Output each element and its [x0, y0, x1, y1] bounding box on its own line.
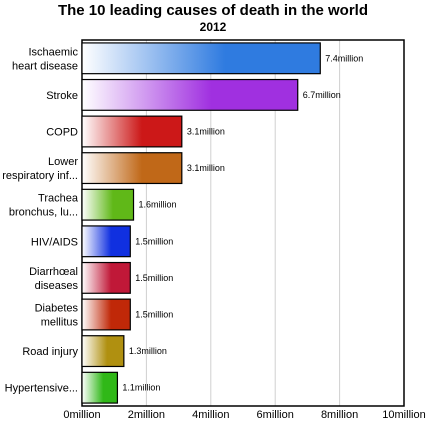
- bar-7: [81, 298, 131, 331]
- x-tick-label-2: 4million: [192, 409, 229, 421]
- chart-title: The 10 leading causes of death in the wo…: [57, 2, 369, 19]
- category-label-8-0: Road injury: [22, 346, 78, 358]
- category-labels: Ischaemic heart disease Stroke COPD Lower res…: [2, 46, 79, 394]
- value-label-9: 1.1million: [122, 383, 160, 393]
- bar-6: [81, 261, 131, 294]
- category-label-3-0: Lower: [48, 156, 78, 168]
- bar-2: [81, 115, 183, 148]
- bar-9: [81, 371, 119, 404]
- x-tick-label-5: 10million: [382, 409, 425, 421]
- category-label-5-0: HIV/AIDS: [31, 236, 78, 248]
- plot-area: [81, 39, 405, 407]
- x-tick-labels: 0million 2million 4million 6million 8million…: [63, 409, 425, 421]
- value-label-6: 1.5million: [135, 273, 173, 283]
- category-label-6-1: diseases: [35, 280, 79, 292]
- value-label-0: 7.4million: [325, 53, 363, 63]
- value-label-4: 1.6million: [139, 200, 177, 210]
- category-label-0-0: Ischaemic: [28, 46, 78, 58]
- value-label-5: 1.5million: [135, 236, 173, 246]
- chart-subtitle: 2012: [199, 20, 227, 34]
- bar-0: [81, 42, 321, 75]
- bar-5: [81, 225, 131, 258]
- category-label-6-0: Diarrhœal: [29, 266, 78, 278]
- category-label-2-0: COPD: [46, 127, 78, 139]
- x-tick-label-0: 0million: [63, 409, 100, 421]
- category-label-9-0: Hypertensive...: [5, 383, 78, 395]
- value-label-7: 1.5million: [135, 310, 173, 320]
- category-label-0-1: heart disease: [12, 60, 78, 72]
- bars: [81, 42, 321, 404]
- bar-3: [81, 152, 183, 185]
- value-label-3: 3.1million: [187, 163, 225, 173]
- bar-4: [81, 188, 135, 221]
- bar-8: [81, 335, 125, 368]
- value-label-8: 1.3million: [129, 346, 167, 356]
- bar-1: [81, 78, 299, 111]
- category-label-7-1: mellitus: [41, 317, 79, 329]
- category-label-4-1: bronchus, lu...: [9, 207, 78, 219]
- category-label-1-0: Stroke: [46, 90, 78, 102]
- x-tick-label-3: 6million: [257, 409, 294, 421]
- category-label-3-1: respiratory inf...: [2, 170, 78, 182]
- category-label-7-0: Diabetes: [35, 303, 79, 315]
- value-label-1: 6.7million: [303, 90, 341, 100]
- value-labels: 7.4million 6.7million 3.1million 3.1million…: [122, 53, 363, 392]
- category-label-4-0: Trachea: [38, 193, 79, 205]
- value-label-2: 3.1million: [187, 127, 225, 137]
- x-tick-label-1: 2million: [128, 409, 165, 421]
- x-tick-label-4: 8million: [321, 409, 358, 421]
